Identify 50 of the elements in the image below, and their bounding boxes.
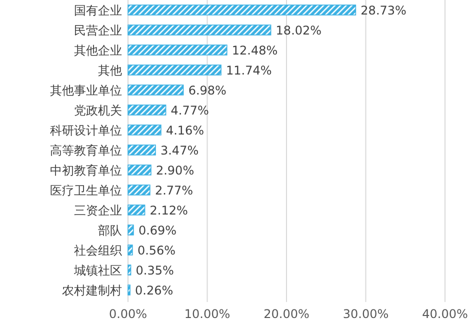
data-label: 0.56% — [137, 244, 176, 258]
x-tick-label: 40.00% — [422, 307, 468, 321]
data-label: 0.35% — [136, 264, 174, 278]
bar — [128, 124, 162, 136]
data-label: 0.26% — [135, 284, 174, 298]
bar — [128, 284, 130, 296]
bar — [128, 144, 156, 156]
data-label: 2.77% — [154, 184, 194, 198]
y-tick-label: 国有企业 — [74, 4, 122, 18]
bar — [128, 224, 134, 236]
bar — [128, 44, 228, 56]
bar — [128, 64, 222, 76]
y-tick-label: 民营企业 — [74, 24, 122, 38]
bar — [128, 204, 146, 216]
data-label: 2.12% — [150, 204, 188, 218]
bar — [128, 264, 132, 276]
y-tick-label: 部队 — [98, 224, 122, 238]
x-tick-label: 0.00% — [108, 307, 148, 321]
bar — [128, 164, 152, 176]
x-tick-label: 20.00% — [264, 307, 310, 321]
y-tick-label: 医疗卫生单位 — [50, 184, 122, 198]
bar — [128, 84, 184, 96]
y-tick-label: 农村建制村 — [62, 284, 122, 298]
bar — [128, 24, 272, 36]
x-tick-label: 10.00% — [184, 307, 230, 321]
y-tick-label: 城镇社区 — [73, 264, 122, 278]
data-label: 4.77% — [170, 104, 209, 118]
data-label: 3.47% — [160, 144, 199, 158]
bar — [128, 184, 150, 196]
y-tick-label: 中初教育单位 — [50, 164, 122, 178]
y-tick-label: 社会组织 — [74, 244, 122, 258]
y-tick-label: 其他事业单位 — [50, 84, 122, 98]
bar — [128, 4, 356, 16]
x-tick-label: 30.00% — [342, 307, 389, 321]
y-tick-label: 三资企业 — [74, 204, 122, 218]
bar — [128, 104, 166, 116]
data-label: 12.48% — [232, 44, 278, 58]
data-label: 18.02% — [276, 24, 322, 38]
data-label: 2.90% — [156, 164, 194, 178]
bar — [128, 244, 133, 256]
data-label: 28.73% — [360, 4, 406, 18]
y-tick-label: 科研设计单位 — [50, 124, 122, 138]
y-tick-label: 党政机关 — [74, 104, 122, 118]
data-label: 0.69% — [138, 224, 177, 238]
y-tick-label: 高等教育单位 — [50, 144, 122, 158]
data-label: 4.16% — [166, 124, 204, 138]
y-tick-label: 其他 — [98, 64, 122, 78]
y-tick-label: 其他企业 — [74, 44, 122, 58]
data-label: 11.74% — [226, 64, 272, 78]
data-label: 6.98% — [188, 84, 226, 98]
